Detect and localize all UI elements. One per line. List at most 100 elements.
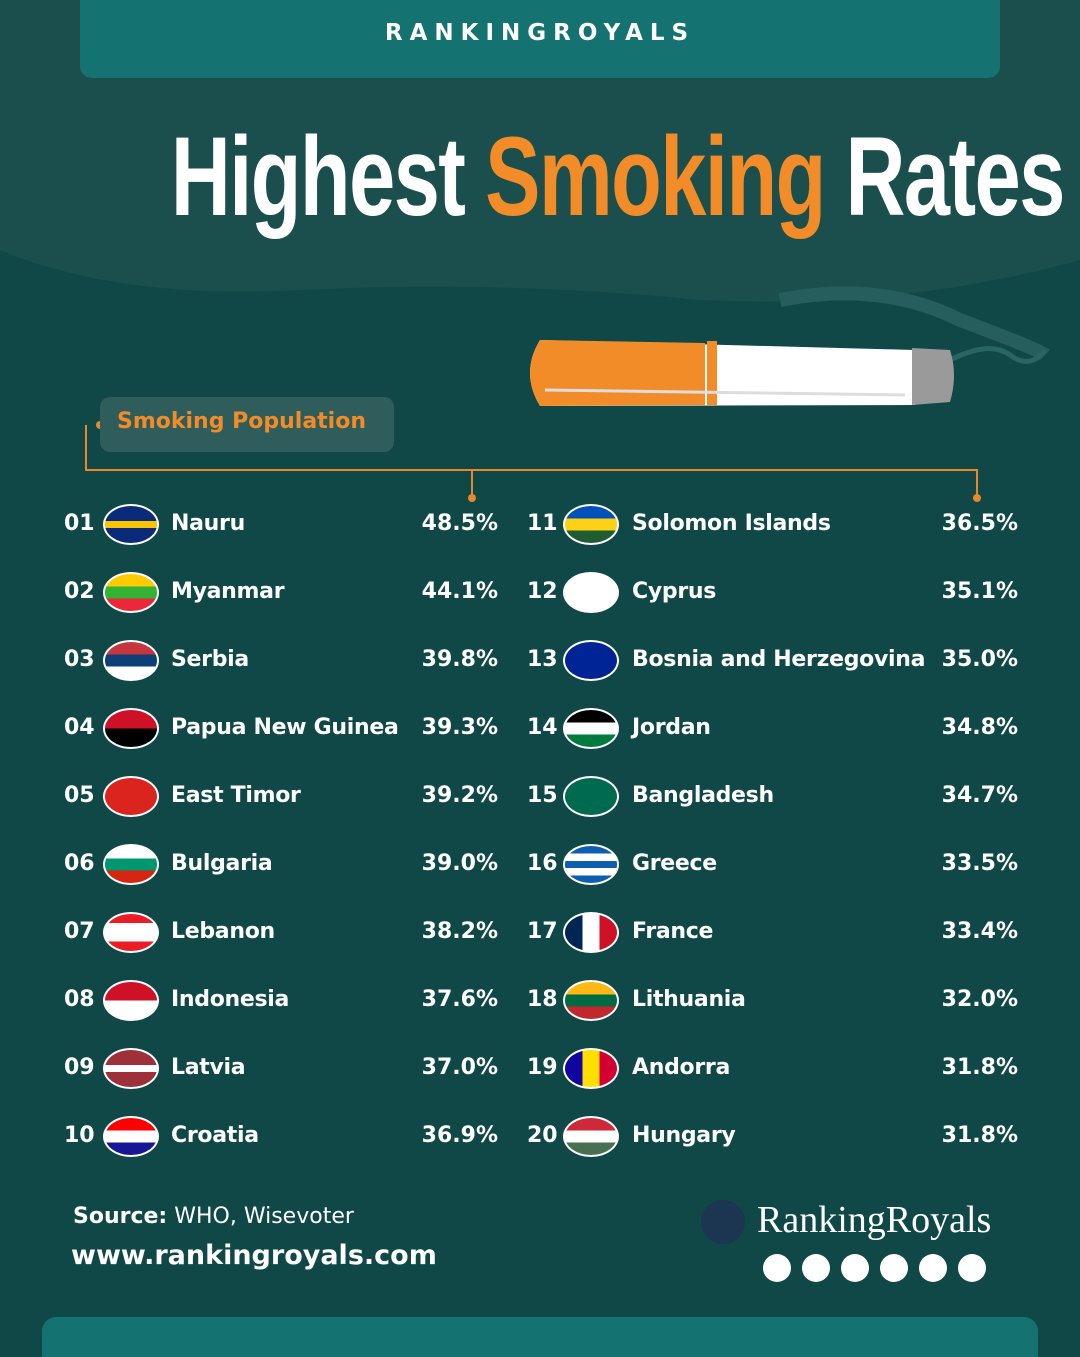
flag — [103, 1116, 159, 1157]
country-name: Cyprus — [632, 579, 717, 604]
country-name: Solomon Islands — [632, 511, 831, 536]
flag — [103, 776, 159, 817]
rank: 19 — [527, 1055, 558, 1080]
smoke — [778, 286, 1050, 361]
bottom-bar — [42, 1317, 1038, 1357]
country-name: Latvia — [171, 1055, 246, 1080]
bracket — [85, 425, 978, 498]
country-name: Lithuania — [632, 987, 746, 1012]
value: 37.6% — [421, 987, 498, 1012]
logo-icon — [701, 1200, 745, 1244]
value: 48.5% — [421, 511, 498, 536]
value: 44.1% — [421, 579, 498, 604]
title-word: Highest — [170, 114, 466, 239]
social-icon[interactable] — [919, 1254, 947, 1282]
rank: 14 — [527, 715, 558, 740]
value: 39.3% — [421, 715, 498, 740]
flag — [563, 844, 619, 885]
social-icon[interactable] — [880, 1254, 908, 1282]
title-word: Smoking — [485, 114, 826, 239]
country-name: Bangladesh — [632, 783, 774, 808]
source: Source: WHO, Wisevoter — [73, 1204, 354, 1229]
flag — [563, 504, 619, 545]
country-name: Myanmar — [171, 579, 285, 604]
rank: 18 — [527, 987, 558, 1012]
rank: 01 — [64, 511, 95, 536]
flag — [103, 1048, 159, 1089]
country-name: Bulgaria — [171, 851, 273, 876]
bracket-dot — [973, 494, 981, 502]
source-text: WHO, Wisevoter — [174, 1204, 354, 1229]
value: 33.5% — [941, 851, 1018, 876]
rank: 09 — [64, 1055, 95, 1080]
title: Highest Smoking Rates — [0, 112, 1080, 241]
value: 33.4% — [941, 919, 1018, 944]
rank: 15 — [527, 783, 558, 808]
flag — [103, 980, 159, 1021]
country-name: East Timor — [171, 783, 301, 808]
logo: RankingRoyals — [757, 1199, 992, 1241]
rank: 02 — [64, 579, 95, 604]
rank: 05 — [64, 783, 95, 808]
country-name: Nauru — [171, 511, 245, 536]
source-label: Source: — [73, 1204, 168, 1229]
country-name: Papua New Guinea — [171, 715, 399, 740]
rank: 16 — [527, 851, 558, 876]
value: 39.8% — [421, 647, 498, 672]
country-name: Croatia — [171, 1123, 259, 1148]
brand: RANKINGROYALS — [384, 20, 696, 46]
brand-bar: RANKINGROYALS — [80, 0, 1000, 78]
value: 35.1% — [941, 579, 1018, 604]
country-name: Indonesia — [171, 987, 290, 1012]
flag — [563, 980, 619, 1021]
smoke — [948, 346, 1047, 364]
country-name: Jordan — [632, 715, 711, 740]
country-name: Greece — [632, 851, 717, 876]
value: 38.2% — [421, 919, 498, 944]
rank: 17 — [527, 919, 558, 944]
rank: 11 — [527, 511, 558, 536]
rank: 20 — [527, 1123, 558, 1148]
flag — [103, 572, 159, 613]
social-icon[interactable] — [763, 1254, 791, 1282]
value: 37.0% — [421, 1055, 498, 1080]
rank: 06 — [64, 851, 95, 876]
flag — [563, 912, 619, 953]
website[interactable]: www.rankingroyals.com — [71, 1240, 437, 1271]
flag — [103, 912, 159, 953]
rank: 10 — [64, 1123, 95, 1148]
rank: 12 — [527, 579, 558, 604]
value: 35.0% — [941, 647, 1018, 672]
flag — [103, 844, 159, 885]
value: 31.8% — [941, 1055, 1018, 1080]
flag — [103, 708, 159, 749]
rank: 04 — [64, 715, 95, 740]
social-icon[interactable] — [841, 1254, 869, 1282]
rank: 07 — [64, 919, 95, 944]
value: 39.2% — [421, 783, 498, 808]
flag — [103, 504, 159, 545]
country-name: Andorra — [632, 1055, 730, 1080]
title-word: Rates — [845, 114, 1065, 239]
rank: 08 — [64, 987, 95, 1012]
country-name: Hungary — [632, 1123, 736, 1148]
flag — [563, 572, 619, 613]
flag — [563, 708, 619, 749]
flag — [563, 640, 619, 681]
country-name: Lebanon — [171, 919, 275, 944]
social-icon[interactable] — [958, 1254, 986, 1282]
country-name: Bosnia and Herzegovina — [632, 647, 926, 672]
rank: 03 — [64, 647, 95, 672]
legend-text: Smoking Population — [117, 409, 366, 434]
social-icon[interactable] — [802, 1254, 830, 1282]
country-name: Serbia — [171, 647, 249, 672]
cigarette — [530, 340, 954, 406]
rank: 13 — [527, 647, 558, 672]
value: 39.0% — [421, 851, 498, 876]
value: 36.5% — [941, 511, 1018, 536]
bracket-dot — [468, 494, 476, 502]
flag — [563, 1116, 619, 1157]
country-name: France — [632, 919, 714, 944]
flag — [563, 776, 619, 817]
